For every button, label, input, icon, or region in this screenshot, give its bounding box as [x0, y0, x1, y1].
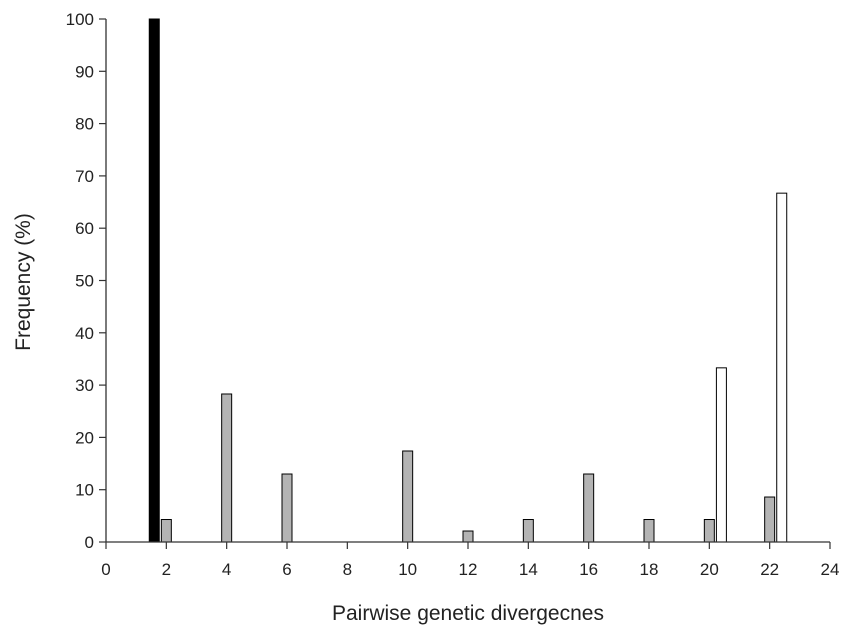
y-tick-label: 10 — [75, 481, 94, 500]
x-tick-label: 16 — [579, 560, 598, 579]
bar-series2-x16 — [583, 473, 595, 543]
bar-series2-x18 — [643, 519, 655, 543]
bar-series3-x22.4 — [776, 192, 788, 543]
bar-series1-x1.6 — [148, 18, 160, 543]
x-tick-label: 20 — [700, 560, 719, 579]
axes — [99, 18, 831, 549]
x-tick-label: 2 — [162, 560, 171, 579]
x-tick-label: 6 — [282, 560, 291, 579]
y-tick-label: 40 — [75, 324, 94, 343]
x-tick-label: 24 — [821, 560, 840, 579]
bars-layer — [148, 18, 788, 543]
y-tick-labels: 0 10 20 30 40 50 60 70 80 90 100 — [66, 10, 94, 552]
y-tick-label: 60 — [75, 219, 94, 238]
x-axis-title: Pairwise genetic divergecnes — [332, 602, 604, 625]
y-tick-label: 30 — [75, 376, 94, 395]
x-tick-label: 10 — [398, 560, 417, 579]
y-tick-label: 50 — [75, 272, 94, 291]
bar-series2-x6 — [281, 473, 293, 543]
bar-series2-x14 — [522, 519, 534, 543]
y-tick-label: 70 — [75, 167, 94, 186]
x-tick-label: 18 — [640, 560, 659, 579]
x-tick-label: 22 — [760, 560, 779, 579]
bar-series2-x10 — [402, 450, 414, 543]
y-tick-label: 80 — [75, 115, 94, 134]
bar-series2-x20 — [703, 519, 715, 543]
x-tick-label: 4 — [222, 560, 231, 579]
y-tick-label: 0 — [85, 533, 94, 552]
bar-series2-x22 — [764, 496, 776, 543]
x-tick-label: 0 — [101, 560, 110, 579]
y-tick-label: 90 — [75, 62, 94, 81]
x-tick-label: 12 — [459, 560, 478, 579]
y-tick-label: 100 — [66, 10, 94, 29]
x-tick-labels: 0 2 4 6 8 10 12 14 16 18 20 22 24 — [101, 560, 839, 579]
bar-series2-x4 — [221, 393, 233, 543]
bar-series2-x12 — [462, 530, 474, 543]
y-tick-label: 20 — [75, 428, 94, 447]
y-axis-title: Frequency (%) — [12, 213, 35, 351]
x-tick-label: 14 — [519, 560, 538, 579]
bar-series2-x2 — [160, 519, 172, 543]
x-tick-label: 8 — [343, 560, 352, 579]
bar-series3-x20.4 — [715, 367, 727, 543]
